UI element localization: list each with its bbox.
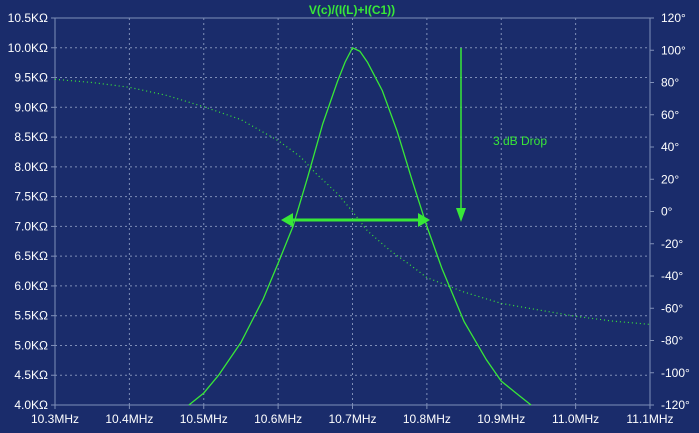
annotation-3db-drop: 3 dB Drop xyxy=(493,134,547,148)
y-left-tick-label: 6.0KΩ xyxy=(14,279,48,293)
x-tick-label: 10.3MHz xyxy=(31,412,79,426)
y-right-tick-label: 60° xyxy=(661,108,679,122)
y-right-tick-label: 40° xyxy=(661,140,679,154)
y-left-tick-label: 9.0KΩ xyxy=(14,100,48,114)
y-right-tick-label: -40° xyxy=(661,269,683,283)
series-layer xyxy=(54,46,651,406)
y-right-tick-label: 20° xyxy=(661,172,679,186)
y-left-tick-label: 10.5KΩ xyxy=(8,11,48,25)
chart-title: V(c)/(I(L)+I(C1)) xyxy=(309,3,395,17)
x-tick-label: 10.8MHz xyxy=(403,412,451,426)
y-left-tick-label: 10.0KΩ xyxy=(8,41,48,55)
x-tick-label: 10.4MHz xyxy=(105,412,153,426)
y-left-tick-label: 9.5KΩ xyxy=(14,71,48,85)
y-right-tick-label: 100° xyxy=(661,43,686,57)
bandwidth-arrow-left-head xyxy=(281,213,293,227)
plot-area xyxy=(54,17,651,406)
y-left-tick-label: 5.0KΩ xyxy=(14,338,48,352)
y-right-tick-label: -80° xyxy=(661,334,683,348)
y-left-tick-label: 6.5KΩ xyxy=(14,249,48,263)
y-left-tick-label: 4.5KΩ xyxy=(14,368,48,382)
x-tick-label: 10.9MHz xyxy=(477,412,525,426)
y-right-tick-label: -120° xyxy=(661,398,690,412)
x-tick-label: 11.1MHz xyxy=(626,412,673,426)
y-left-tick-label: 7.0KΩ xyxy=(14,219,48,233)
y-left-tick-label: 8.5KΩ xyxy=(14,130,48,144)
y-left-tick-label: 5.5KΩ xyxy=(14,309,48,323)
y-right-tick-label: 0° xyxy=(661,205,673,219)
y-right-tick-label: 120° xyxy=(661,11,686,25)
y-right-tick-label: -20° xyxy=(661,237,683,251)
x-tick-label: 10.6MHz xyxy=(254,412,302,426)
y-left-tick-label: 4.0KΩ xyxy=(14,398,48,412)
y-right-tick-label: 80° xyxy=(661,76,679,90)
y-right-tick-label: -60° xyxy=(661,301,683,315)
series-magnitude-line xyxy=(188,46,532,406)
drop-arrow-head xyxy=(456,208,466,222)
y-right-tick-label: -100° xyxy=(661,366,690,380)
annotation-layer: 3 dB Drop xyxy=(281,48,547,227)
x-tick-label: 11.0MHz xyxy=(552,412,599,426)
y-left-tick-label: 7.5KΩ xyxy=(14,190,48,204)
x-tick-label: 10.5MHz xyxy=(180,412,228,426)
grid xyxy=(55,18,650,405)
x-tick-label: 10.7MHz xyxy=(328,412,376,426)
bandwidth-arrow-right-head xyxy=(418,213,430,227)
y-left-tick-label: 8.0KΩ xyxy=(14,160,48,174)
tick-labels: 10.3MHz 10.4MHz 10.5MHz 10.6MHz 10.7MHz 10.8M… xyxy=(8,11,690,426)
